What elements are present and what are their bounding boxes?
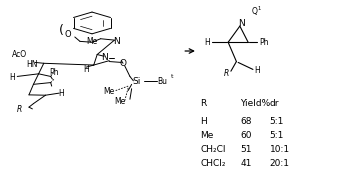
- Text: Yield%: Yield%: [240, 99, 271, 108]
- Text: t: t: [171, 74, 173, 79]
- Text: 10:1: 10:1: [270, 145, 290, 154]
- Text: H: H: [201, 117, 207, 126]
- Text: H: H: [204, 38, 210, 47]
- Text: 60: 60: [240, 131, 252, 140]
- Text: H: H: [255, 66, 261, 75]
- Text: 51: 51: [240, 145, 252, 154]
- Text: Me: Me: [114, 96, 125, 106]
- Text: Q$^1$: Q$^1$: [251, 4, 262, 17]
- Text: 20:1: 20:1: [270, 159, 290, 168]
- Text: H: H: [83, 65, 89, 74]
- Text: R: R: [201, 99, 207, 108]
- Text: Me: Me: [103, 87, 115, 96]
- Text: Ph: Ph: [259, 38, 268, 47]
- Text: H: H: [9, 73, 15, 82]
- Text: Me: Me: [86, 37, 98, 46]
- Text: Me: Me: [201, 131, 214, 140]
- Text: CH₂Cl: CH₂Cl: [201, 145, 226, 154]
- Text: dr: dr: [270, 99, 279, 108]
- Text: N: N: [238, 19, 245, 28]
- Text: O: O: [119, 59, 127, 68]
- Text: Bu: Bu: [157, 77, 167, 86]
- Text: H: H: [58, 90, 64, 98]
- Text: N: N: [113, 37, 119, 46]
- Text: 68: 68: [240, 117, 252, 126]
- Text: O: O: [65, 30, 71, 39]
- Text: 41: 41: [240, 159, 252, 168]
- Text: 5:1: 5:1: [270, 117, 284, 126]
- Text: 5:1: 5:1: [270, 131, 284, 140]
- Text: CHCl₂: CHCl₂: [201, 159, 226, 168]
- Text: (: (: [58, 24, 63, 37]
- Text: HN: HN: [26, 60, 37, 69]
- Text: N: N: [101, 53, 108, 62]
- Text: AcO: AcO: [12, 50, 27, 59]
- Text: Ph: Ph: [49, 68, 59, 77]
- Text: R: R: [17, 105, 22, 114]
- Text: Si: Si: [133, 77, 141, 86]
- Text: R: R: [224, 69, 229, 78]
